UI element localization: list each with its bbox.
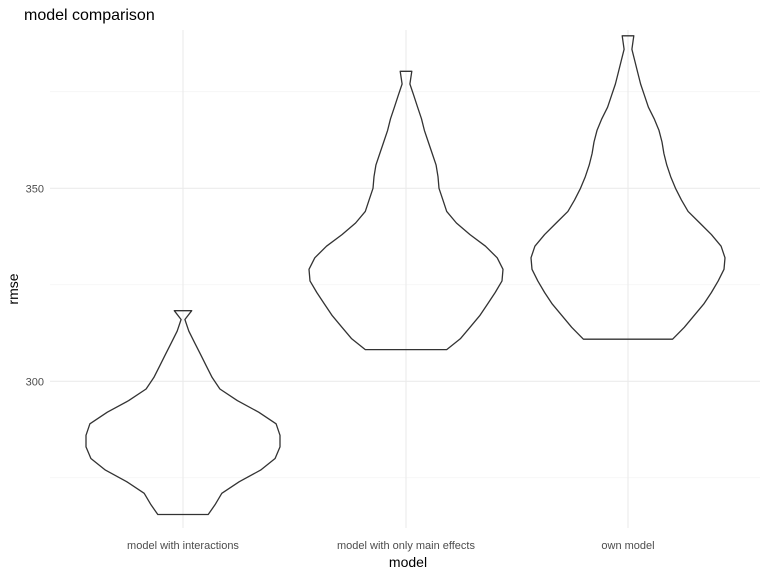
y-axis-title: rmse	[5, 273, 21, 304]
x-axis-ticks: model with interactions model with only m…	[127, 540, 655, 552]
violin-model-with-interactions	[85, 310, 281, 516]
y-axis-ticks: 300 350	[26, 183, 44, 388]
x-tick-label: own model	[601, 540, 654, 552]
x-tick-label: model with interactions	[127, 540, 239, 552]
violins	[85, 35, 726, 516]
violin-own-model	[530, 35, 726, 340]
grid-lines	[50, 30, 760, 528]
x-axis-title: model	[389, 554, 427, 570]
y-tick-label: 300	[26, 376, 44, 388]
chart-title: model comparison	[24, 7, 155, 24]
violin-model-with-only-main-effects	[308, 70, 504, 351]
x-tick-label: model with only main effects	[337, 540, 475, 552]
y-tick-label: 350	[26, 183, 44, 195]
